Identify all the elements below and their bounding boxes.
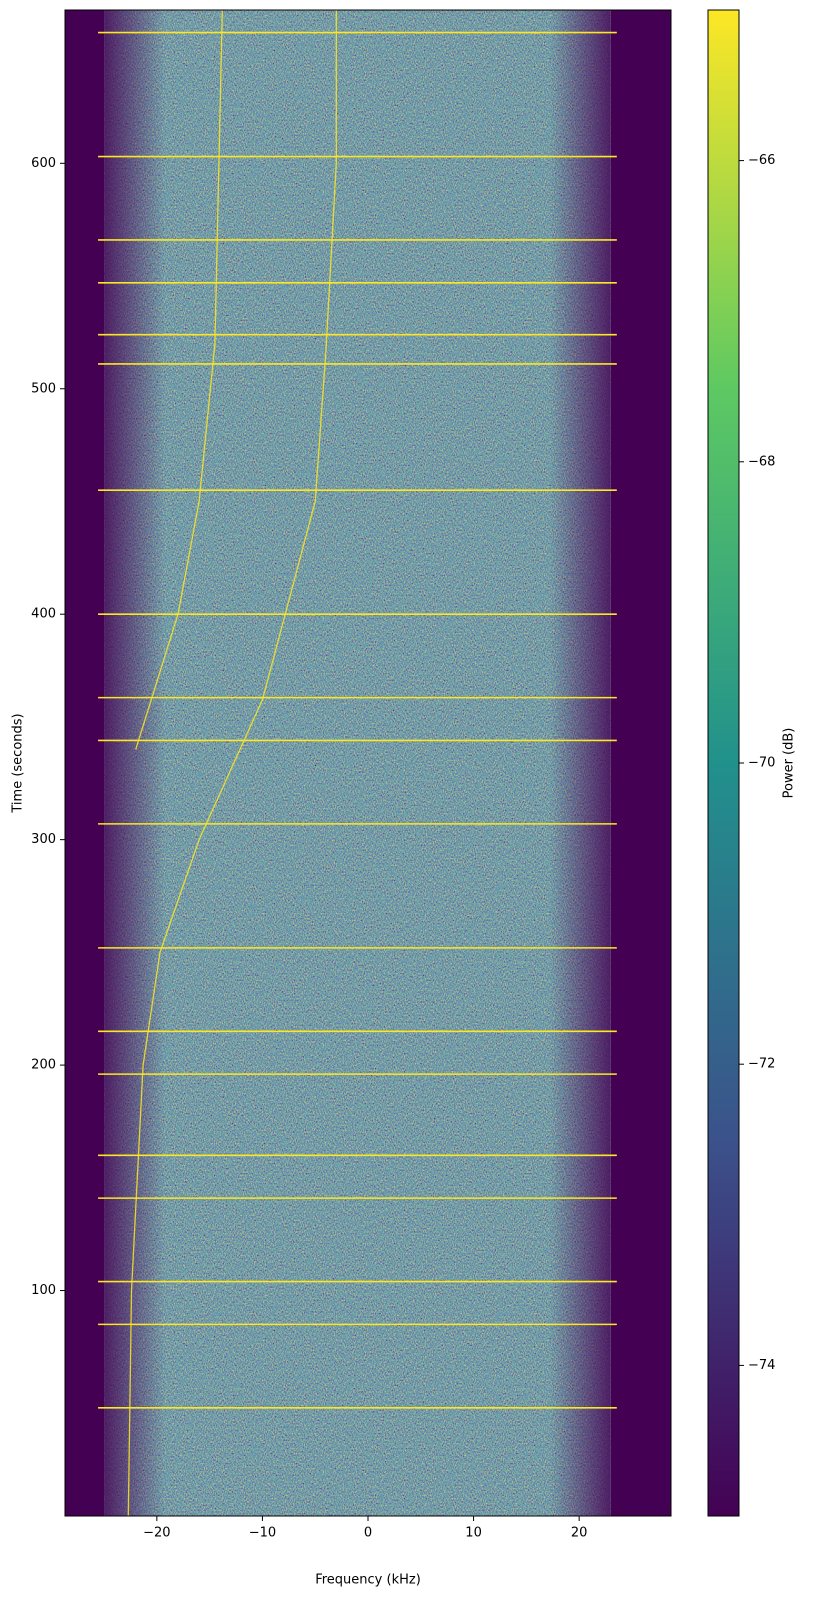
- y-axis-label: Time (seconds): [11, 713, 26, 813]
- y-tick-label: 100: [31, 1283, 56, 1298]
- colorbar-tick-label: −72: [748, 1057, 775, 1072]
- y-tick-label: 600: [31, 156, 56, 171]
- x-axis-label: Frequency (kHz): [315, 1573, 421, 1588]
- colorbar: [707, 9, 740, 1517]
- colorbar-label: Power (dB): [782, 728, 797, 799]
- colorbar-tick-label: −66: [748, 153, 775, 168]
- y-tick-label: 200: [31, 1058, 56, 1073]
- x-tick-label: −20: [143, 1526, 170, 1541]
- x-tick-label: −10: [249, 1526, 276, 1541]
- x-tick-label: 0: [364, 1526, 372, 1541]
- colorbar-tick-label: −68: [748, 454, 775, 469]
- y-tick-label: 400: [31, 607, 56, 622]
- plot-area: [65, 9, 671, 1517]
- colorbar-tick-label: −74: [748, 1358, 775, 1373]
- signal-trace: [135, 9, 223, 750]
- band-edge-shade: [104, 10, 611, 1516]
- colorbar-tick-label: −70: [748, 756, 775, 771]
- y-tick-label: 300: [31, 832, 56, 847]
- x-tick-label: 20: [571, 1526, 588, 1541]
- signal-trace: [127, 10, 337, 1517]
- x-tick-label: 10: [465, 1526, 482, 1541]
- y-tick-label: 500: [31, 381, 56, 396]
